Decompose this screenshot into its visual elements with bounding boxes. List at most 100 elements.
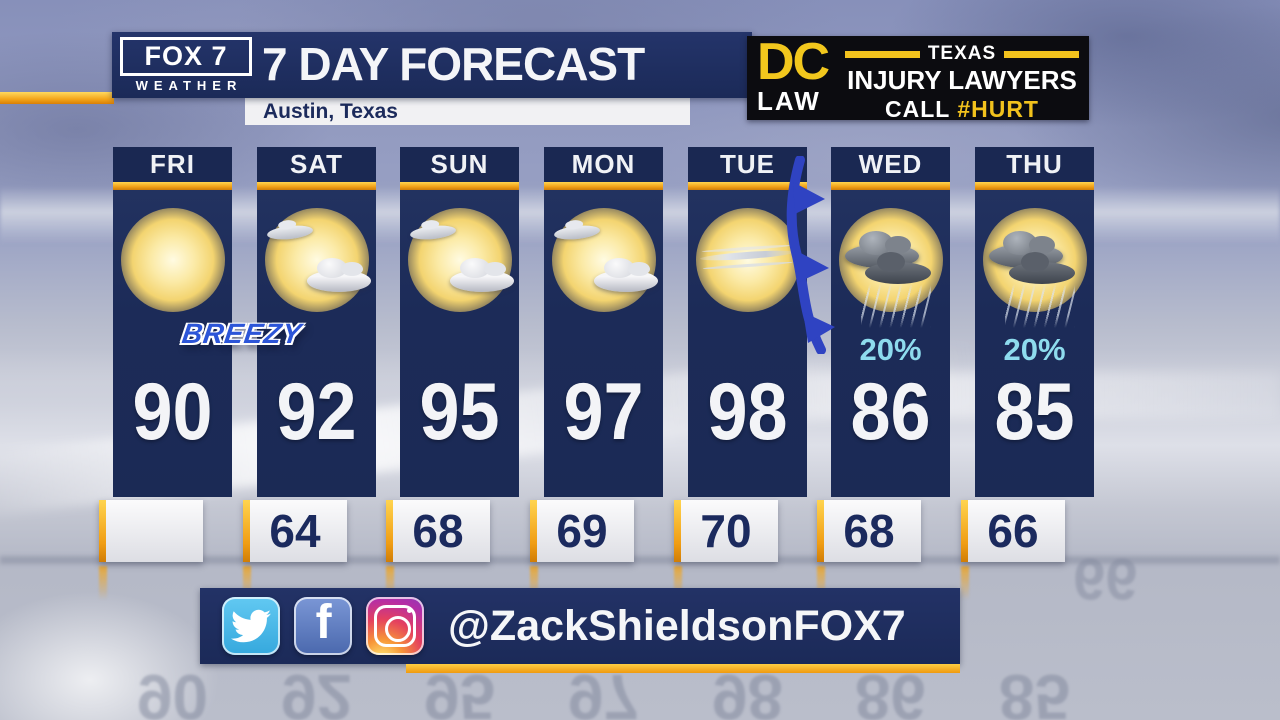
day-label: SUN [400,147,519,182]
forecast-column-mon: MON 97 69 [530,147,663,562]
yellow-bar [1004,50,1080,58]
gold-stripe-reflection [99,566,107,600]
fox7-weather-logo: FOX 7 WEATHER [120,37,252,93]
low-temp: 68 [843,505,895,557]
sponsor-line: INJURY LAWYERS [847,65,1077,95]
low-temp: 64 [269,505,321,557]
rain-icon [1005,284,1075,328]
low-temp-box: 64 [243,500,347,562]
floor-reflection: 85 [998,661,1071,720]
forecast-column-sun: SUN 95 68 [386,147,519,562]
day-text: SAT [289,149,344,179]
floor-seam [0,556,1280,564]
weather-icon-sunny [113,200,232,350]
high-temp: 90 [132,367,213,457]
big-cloud-icon [594,258,658,292]
high-temp: 92 [276,367,357,457]
sponsor-logo: DC LAW [747,33,845,120]
low-temp-box: 66 [961,500,1065,562]
storm-cloud-icon [865,252,931,284]
weather-icon-partly-cloudy [257,200,376,350]
day-text: THU [1006,149,1063,179]
high-temp: 98 [707,367,788,457]
instagram-icon [366,597,424,655]
gold-stripe-reflection [817,566,825,600]
sponsor-region-row: TEXAS [845,43,1080,65]
instagram-frame [374,605,416,647]
column-body: 92 [257,190,376,497]
low-temp: 66 [987,505,1039,557]
gold-stripe [243,500,250,562]
gold-stripe [674,500,681,562]
low-temp-box: 68 [817,500,921,562]
gold-strip [406,664,960,673]
day-label: WED [831,147,950,182]
station-sub-label: WEATHER [135,78,243,93]
column-body: 98 [688,190,807,497]
high-temp: 97 [563,367,644,457]
gold-divider [544,182,663,190]
low-temp-box: 69 [530,500,634,562]
low-temp: 68 [412,505,464,557]
high-temp: 85 [994,367,1075,457]
call-hashtag: #HURT [957,96,1039,122]
day-text: SUN [430,149,489,179]
forecast-column-sat: SAT 92 64 [243,147,376,562]
gold-stripe [99,500,106,562]
weather-icon-scattered-storms [831,200,950,350]
day-text: FRI [150,149,195,179]
forecast-column-tue: TUE 98 70 [674,147,807,562]
low-temp: 69 [556,505,608,557]
weather-icon-scattered-storms [975,200,1094,350]
social-bar: @ZackShieldsonFOX7 [200,588,960,664]
sun-icon [120,208,225,312]
gold-stripe-reflection [674,566,682,600]
low-temp-box: 70 [674,500,778,562]
gold-stripe [386,500,393,562]
day-label: MON [544,147,663,182]
breezy-label: BREEZY [180,318,305,349]
gold-divider [113,182,232,190]
gold-stripe [817,500,824,562]
gold-stripe-reflection [386,566,394,600]
gold-accent-bar [0,92,114,104]
floor-reflection: 92 [280,661,353,720]
low-temp-box: 68 [386,500,490,562]
sponsor-brand-top: DC [757,33,830,91]
header-bar: FOX 7 WEATHER 7 DAY FORECAST [112,32,752,98]
precip-chance: 20% [1003,332,1066,367]
day-label: SAT [257,147,376,182]
storm-cloud-icon [1009,252,1075,284]
day-text: TUE [720,149,775,179]
sponsor-region: TEXAS [927,43,997,64]
gold-stripe-reflection [243,566,251,600]
gold-stripe-reflection [961,566,969,600]
day-label: TUE [688,147,807,182]
day-text: MON [571,149,636,179]
column-body: 20% 85 [975,190,1094,497]
forecast-column-thu: THU 20% 85 66 [961,147,1094,562]
weather-icon-partly-cloudy [400,200,519,350]
yellow-bar [845,50,920,58]
fox7-logo-box: FOX 7 [120,37,252,76]
gold-divider [831,182,950,190]
instagram-dot [407,608,412,613]
floor-glow [0,590,220,720]
weather-icon-mostly-sunny [688,200,807,350]
cold-front-icon [778,155,840,355]
instagram-lens [385,616,411,642]
day-label: FRI [113,147,232,182]
rain-icon [861,284,931,328]
social-handle: @ZackShieldsonFOX7 [448,601,906,650]
forecast-column-fri: FRI 90 [99,147,232,562]
precip-chance: 20% [859,332,922,367]
sponsor-call-line: CALL #HURT [845,96,1079,123]
call-prefix: CALL [885,96,950,122]
column-body: 90 [113,190,232,497]
twitter-icon [222,597,280,655]
gold-divider [688,182,807,190]
location-label: Austin, Texas [263,99,398,123]
column-body: 97 [544,190,663,497]
forecast-column-wed: WED 20% 86 68 [817,147,950,562]
